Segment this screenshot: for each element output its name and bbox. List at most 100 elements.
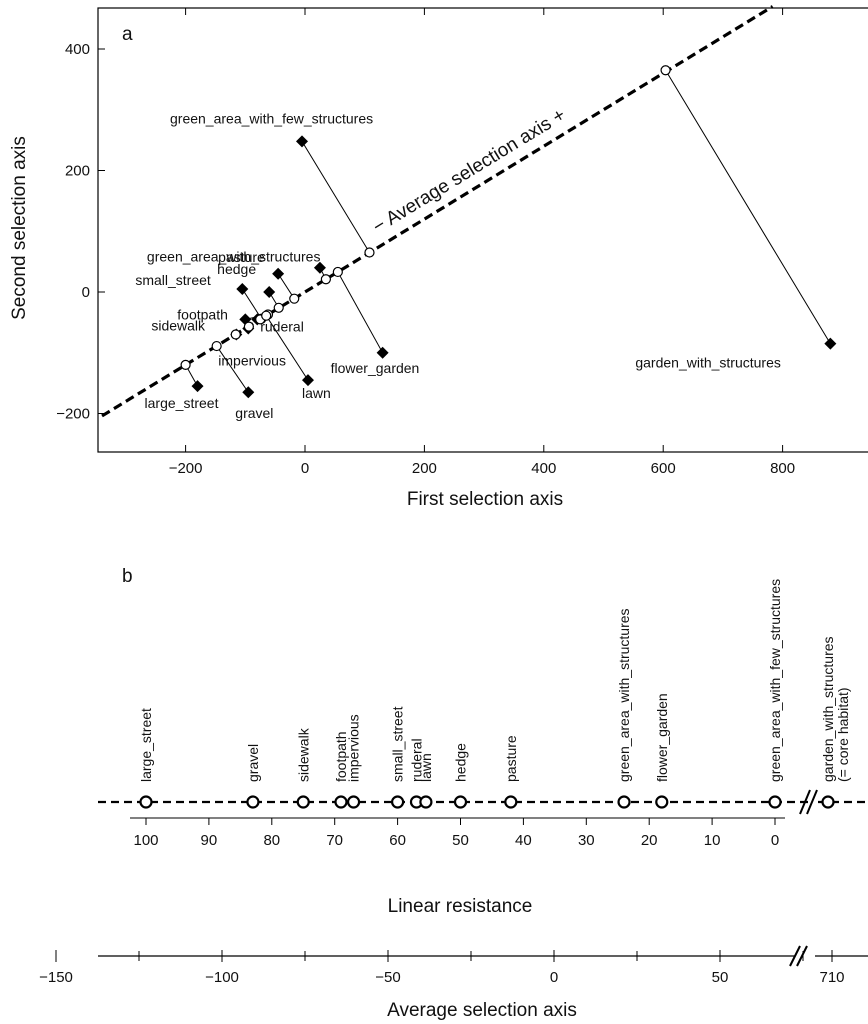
x-tick-label: −200 xyxy=(169,460,203,477)
x-tick-label: 400 xyxy=(531,460,556,477)
resistance-point xyxy=(655,795,669,809)
resistance-point xyxy=(296,795,310,809)
point-label: ruderal xyxy=(260,318,304,334)
y-tick-label: 400 xyxy=(65,41,90,58)
average-axis-annotation: − Average selection axis + xyxy=(369,105,569,238)
secondary-tick-label: 50 xyxy=(712,969,729,986)
panel-a-label: a xyxy=(122,24,133,45)
secondary-tick-label: −50 xyxy=(375,969,400,986)
resistance-point-label: ruderal xyxy=(408,738,424,782)
projection-line xyxy=(337,271,384,353)
secondary-tick-label: −150 xyxy=(39,969,73,986)
x-tick-label: 600 xyxy=(651,460,676,477)
projected-point xyxy=(180,359,191,370)
secondary-tick-label: 0 xyxy=(550,969,558,986)
y-tick-label: 200 xyxy=(65,163,90,180)
panel-b-label: b xyxy=(122,566,133,587)
point-label: hedge xyxy=(217,261,256,277)
projected-point xyxy=(364,247,375,258)
diamond-point xyxy=(191,380,204,393)
panel-a-ticks: −200 0 200 400 600 800 −200 0 200 400 xyxy=(56,8,795,477)
projected-point xyxy=(320,274,331,285)
y-axis-title: Second selection axis xyxy=(9,136,30,320)
resistance-point xyxy=(334,795,348,809)
diamond-point xyxy=(313,261,326,274)
resistance-tick-label: 50 xyxy=(452,832,469,849)
point-label: pasture xyxy=(218,249,265,265)
resistance-point-label: pasture xyxy=(503,735,519,782)
resistance-tick-label: 70 xyxy=(326,832,343,849)
resistance-point-label: flower_garden xyxy=(654,693,670,782)
resistance-point xyxy=(453,795,468,809)
point-label: small_street xyxy=(135,272,211,288)
projected-point xyxy=(261,310,272,321)
axis-break-2 xyxy=(806,789,818,815)
resistance-point-label: garden_with_structures xyxy=(820,636,836,782)
resistance-point xyxy=(768,795,782,809)
x-axis-title: First selection axis xyxy=(407,489,563,510)
x-tick-label: 0 xyxy=(301,460,309,477)
point-label: impervious xyxy=(218,352,286,368)
point-label: green_area_with_few_structures xyxy=(170,110,373,126)
resistance-tick-label: 40 xyxy=(515,832,532,849)
diamond-point xyxy=(301,374,314,387)
resistance-point xyxy=(419,795,433,809)
projected-point xyxy=(230,329,241,340)
projection-line xyxy=(216,345,249,393)
point-label: flower_garden xyxy=(331,360,420,376)
diamond-point xyxy=(824,337,837,350)
y-tick-label: 0 xyxy=(82,284,90,301)
resistance-point-label: large_street xyxy=(138,708,154,782)
diamond-point xyxy=(296,135,309,148)
point-label: sidewalk xyxy=(151,318,206,334)
projection-line xyxy=(265,315,309,381)
projected-point xyxy=(289,293,300,304)
resistance-tick-label: 90 xyxy=(201,832,218,849)
resistance-point-label: small_street xyxy=(390,706,406,782)
resistance-point-label: green_area_with_structures xyxy=(616,608,632,782)
resistance-tick-label: 30 xyxy=(578,832,595,849)
resistance-point xyxy=(504,795,518,809)
resistance-point xyxy=(246,795,260,809)
y-tick-label: −200 xyxy=(56,406,90,423)
point-label: lawn xyxy=(302,385,331,401)
point-label: footpath xyxy=(177,306,228,322)
projected-point xyxy=(211,340,222,352)
resistance-points xyxy=(139,795,835,809)
panel-a-scatter: a −200 0 200 400 600 800 −200 0 200 400 green_are… xyxy=(9,5,868,510)
resistance-tick-label: 20 xyxy=(641,832,658,849)
resistance-point xyxy=(617,795,631,809)
diamond-point xyxy=(236,282,249,295)
projected-point xyxy=(273,302,284,313)
secondary-axis-title: Average selection axis xyxy=(387,1000,577,1021)
panel-b-resistance: b 100 90 80 70 60 50 40 30 20 10 0 large_street gra… xyxy=(39,566,868,1021)
point-label: green_area_with_structures xyxy=(147,249,321,265)
secondary-axis: −250−200−150−100−50050100710 xyxy=(39,945,868,986)
resistance-point-label: hedge xyxy=(453,743,469,782)
projection-line xyxy=(301,141,370,253)
secondary-tick-label: −100 xyxy=(205,969,239,986)
point-label: gravel xyxy=(235,405,273,421)
point-label: large_street xyxy=(145,395,219,411)
resistance-ticks: 100 90 80 70 60 50 40 30 20 10 0 xyxy=(133,818,779,849)
data-points xyxy=(180,65,837,399)
projected-point xyxy=(243,321,254,332)
diamond-point xyxy=(242,386,255,399)
projected-point xyxy=(332,266,343,278)
axis-break-1 xyxy=(799,789,811,815)
secondary-break-1 xyxy=(789,945,801,967)
resistance-point xyxy=(821,795,835,809)
projected-point xyxy=(660,65,671,76)
diamond-point xyxy=(263,286,276,298)
secondary-tick-label: 710 xyxy=(819,969,844,986)
x-tick-label: 800 xyxy=(770,460,795,477)
point-label: garden_with_structures xyxy=(635,355,781,371)
resistance-point-label: sidewalk xyxy=(295,727,311,782)
resistance-point-label: green_area_with_few_structures xyxy=(767,579,783,782)
resistance-axis-title: Linear resistance xyxy=(388,896,533,917)
resistance-point-label: footpath xyxy=(333,731,349,782)
resistance-point xyxy=(391,795,405,809)
resistance-tick-label: 60 xyxy=(389,832,406,849)
projection-line xyxy=(665,70,831,344)
